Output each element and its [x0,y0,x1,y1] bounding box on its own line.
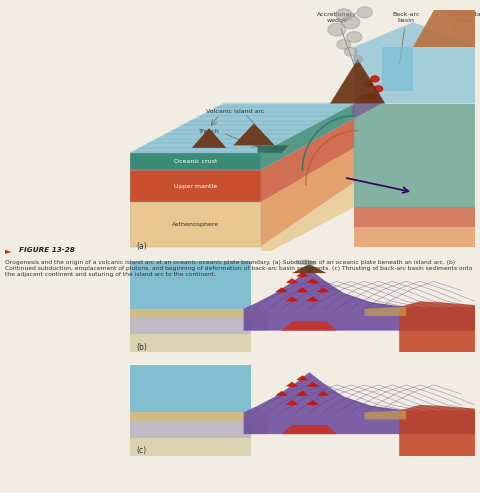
Polygon shape [244,412,268,423]
Bar [130,318,251,334]
Polygon shape [296,287,309,293]
Polygon shape [354,227,475,246]
Polygon shape [244,372,475,434]
Polygon shape [307,382,319,387]
Text: Continental
crust: Continental crust [446,12,480,33]
Polygon shape [130,202,261,246]
Polygon shape [261,118,354,202]
Bar [130,309,251,318]
Polygon shape [307,278,319,283]
Polygon shape [382,47,413,91]
Polygon shape [296,272,309,277]
Circle shape [371,76,379,82]
Text: Asthenosphere: Asthenosphere [172,222,219,227]
Text: Volcanic island arc: Volcanic island arc [205,109,264,114]
Text: Trench: Trench [199,129,219,134]
Bar [130,422,251,438]
Polygon shape [244,269,475,331]
Polygon shape [354,104,475,207]
Polygon shape [351,91,382,118]
Polygon shape [307,400,319,405]
Polygon shape [130,104,354,153]
Polygon shape [130,170,261,202]
Circle shape [353,56,362,63]
Polygon shape [130,153,261,170]
Circle shape [337,39,351,49]
Polygon shape [192,128,227,148]
Bar [130,334,251,352]
Bar [130,412,251,422]
Polygon shape [399,405,475,456]
Circle shape [357,7,372,18]
Polygon shape [354,22,475,104]
Circle shape [374,86,383,92]
Text: Upper mantle: Upper mantle [174,183,217,189]
Polygon shape [296,391,309,396]
Circle shape [336,9,352,21]
Bar [130,438,251,456]
Polygon shape [276,287,288,293]
Polygon shape [244,309,268,319]
Bar [130,365,251,412]
Polygon shape [261,104,354,170]
Polygon shape [317,391,329,396]
Polygon shape [365,307,406,316]
Polygon shape [282,321,337,331]
Text: ►: ► [5,246,14,255]
Text: FIGURE 13-28: FIGURE 13-28 [19,246,75,252]
Polygon shape [244,318,268,331]
Circle shape [367,93,376,99]
Polygon shape [330,59,385,104]
Polygon shape [365,410,406,420]
Polygon shape [257,145,288,153]
Polygon shape [399,301,475,352]
Circle shape [342,16,360,29]
Polygon shape [307,296,319,302]
Polygon shape [354,207,475,227]
Polygon shape [282,425,337,434]
Circle shape [297,260,312,264]
Text: Back-arc
basin: Back-arc basin [392,12,420,64]
Polygon shape [286,296,298,302]
Circle shape [345,47,357,56]
Polygon shape [233,123,275,145]
Text: (a): (a) [136,243,147,251]
Polygon shape [286,278,298,283]
Polygon shape [286,400,298,405]
Polygon shape [296,375,309,381]
Polygon shape [261,148,354,246]
Polygon shape [276,391,288,396]
Polygon shape [413,10,475,47]
Polygon shape [292,264,326,273]
Circle shape [328,23,346,36]
Circle shape [364,81,372,87]
Text: (b): (b) [136,343,147,352]
Text: Accretionary
wedge: Accretionary wedge [317,12,364,91]
Circle shape [303,261,315,265]
Polygon shape [244,422,268,434]
Bar [130,261,251,309]
Polygon shape [261,182,354,256]
Text: Orogenesis and the origin of a volcanic island arc at an oceanic-oceanic plate b: Orogenesis and the origin of a volcanic … [5,259,472,277]
Polygon shape [317,287,329,293]
Polygon shape [286,382,298,387]
Text: (c): (c) [136,446,146,455]
Circle shape [347,32,362,42]
Text: Oceanic crust: Oceanic crust [174,159,217,164]
